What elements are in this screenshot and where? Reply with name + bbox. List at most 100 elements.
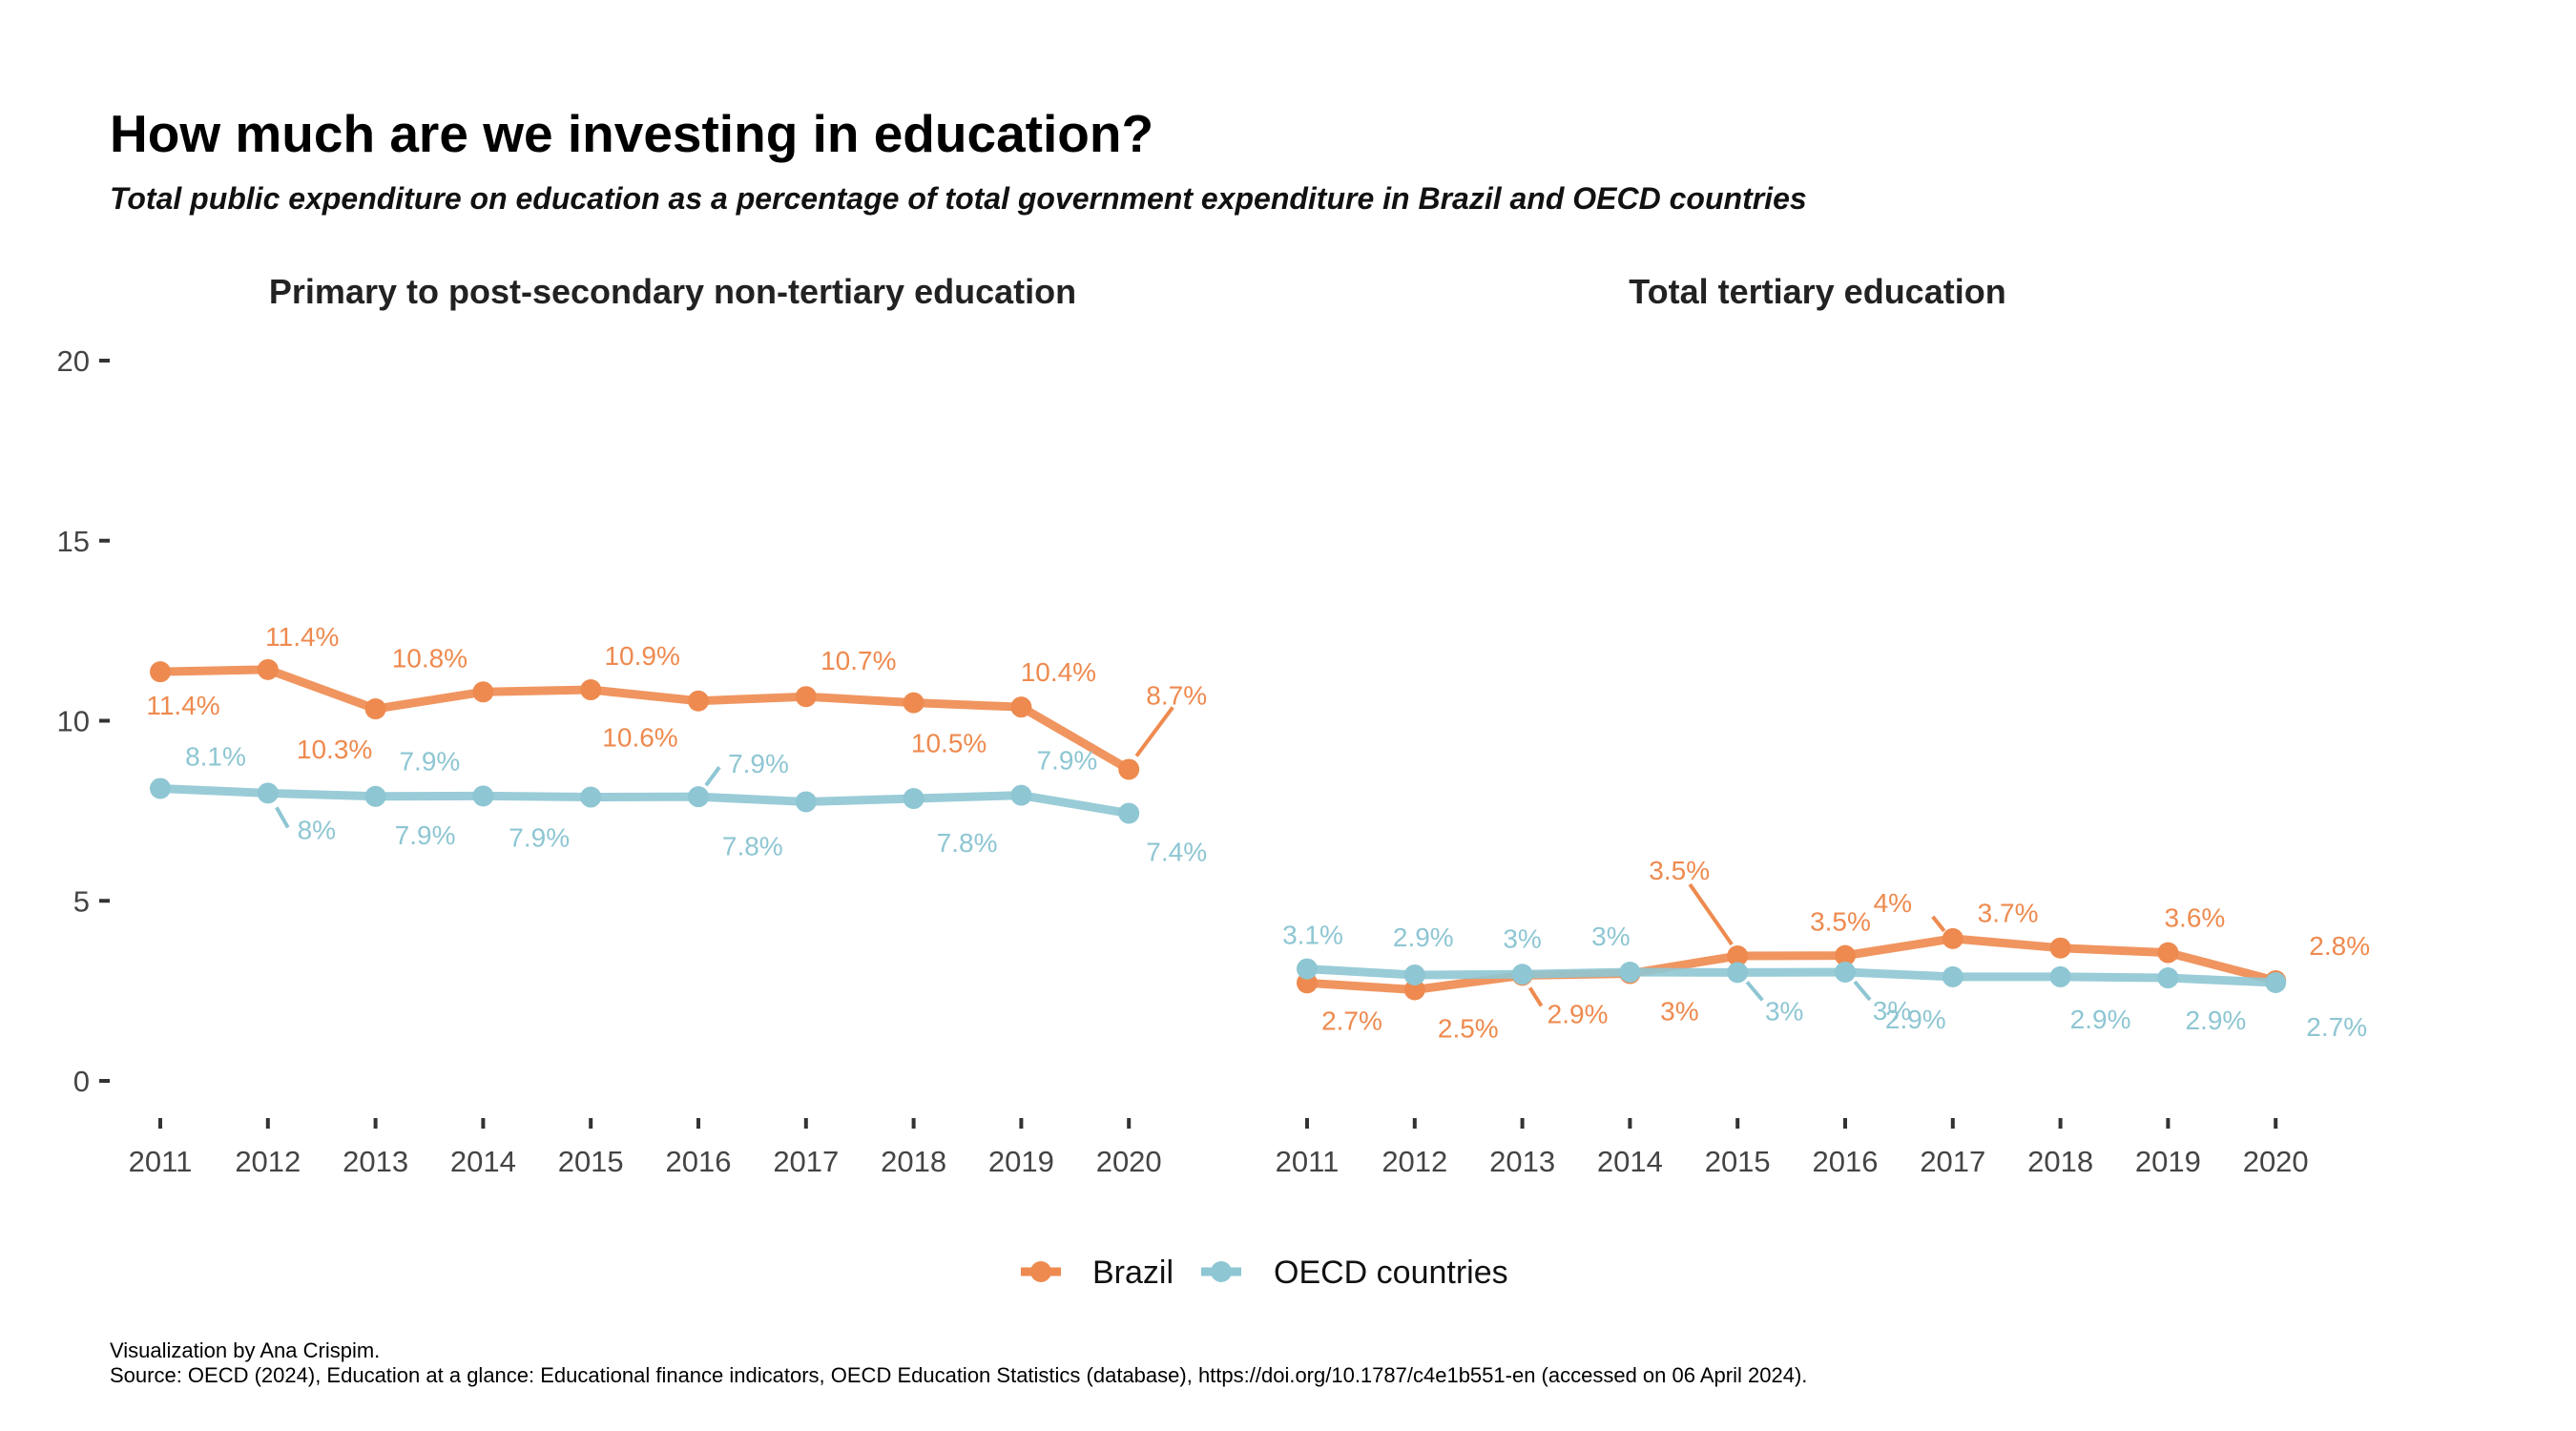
series-line-brazil — [1302, 934, 2280, 994]
data-label: 8% — [298, 815, 336, 844]
data-label: 3.5% — [1810, 907, 1871, 937]
x-tick-label: 2011 — [1276, 1145, 1340, 1178]
legend-label: Brazil — [1092, 1255, 1174, 1291]
data-point — [580, 786, 602, 808]
series-line-oecd-countries — [1302, 964, 2280, 987]
data-point — [688, 690, 709, 712]
label-leader — [1134, 706, 1174, 757]
data-point — [1942, 965, 1963, 987]
data-point — [1118, 758, 1140, 780]
data-point — [472, 785, 494, 807]
y-tick-label: 0 — [73, 1065, 90, 1098]
data-label: 10.7% — [821, 646, 896, 675]
caption-credit: Visualization by Ana Crispim. — [110, 1338, 381, 1362]
data-label: 2.7% — [2306, 1012, 2367, 1042]
data-point — [903, 788, 924, 810]
data-label: 3.5% — [1649, 856, 1710, 885]
x-tick-label: 2015 — [558, 1145, 624, 1178]
series-line-oecd-countries — [156, 783, 1133, 819]
data-label: 7.9% — [728, 749, 789, 778]
data-point — [1727, 962, 1749, 984]
data-label: 7.9% — [399, 746, 460, 776]
data-point — [2049, 965, 2071, 987]
data-point — [2157, 967, 2179, 989]
label-leader — [275, 806, 290, 829]
data-label: 7.9% — [395, 820, 456, 850]
data-point — [1403, 979, 1425, 1001]
data-point — [1010, 784, 1032, 806]
data-point — [1619, 961, 1641, 983]
chart-subtitle: Total public expenditure on education as… — [110, 181, 1807, 216]
x-tick-label: 2012 — [1381, 1145, 1447, 1178]
data-label: 3% — [1660, 997, 1698, 1027]
data-label: 7.8% — [937, 828, 998, 858]
label-leader — [1745, 981, 1764, 1002]
x-tick-label: 2013 — [1489, 1145, 1555, 1178]
y-tick-label: 15 — [57, 525, 90, 558]
data-label: 3.7% — [1978, 899, 2039, 928]
data-point — [257, 658, 279, 680]
data-point — [1835, 961, 1856, 983]
data-label: 7.8% — [722, 831, 783, 861]
data-point — [1511, 964, 1533, 985]
data-point — [688, 786, 709, 808]
panel-title: Total tertiary education — [1629, 272, 2005, 311]
x-tick-label: 2015 — [1705, 1145, 1771, 1178]
panel-tertiary: Total tertiary education 2011 2012 2013 2014… — [1276, 272, 2370, 1178]
label-leader — [1931, 915, 1946, 933]
data-point — [1403, 964, 1425, 986]
label-leader — [1853, 980, 1872, 1002]
panel-primary: Primary to post-secondary non-tertiary e… — [57, 272, 1208, 1178]
data-label: 10.6% — [602, 723, 677, 753]
data-label: 10.4% — [1021, 657, 1096, 687]
x-tick-label: 2016 — [666, 1145, 732, 1178]
data-label: 7.9% — [1036, 746, 1097, 776]
data-label: 2.9% — [1548, 999, 1609, 1028]
data-label: 10.5% — [911, 729, 987, 758]
data-label: 2.7% — [1321, 1006, 1382, 1035]
data-point — [2265, 971, 2287, 993]
data-label: 8.7% — [1146, 680, 1207, 710]
data-point — [1942, 927, 1963, 949]
data-label: 3% — [1591, 922, 1630, 951]
x-tick-label: 2014 — [1597, 1145, 1663, 1178]
x-tick-label: 2020 — [2243, 1145, 2309, 1178]
data-label: 2.8% — [2309, 931, 2370, 961]
data-label: 4% — [1874, 888, 1912, 918]
legend-label: OECD countries — [1274, 1255, 1508, 1291]
data-point — [1010, 696, 1032, 718]
data-point — [903, 692, 924, 714]
x-tick-label: 2017 — [1920, 1145, 1985, 1178]
x-tick-label: 2019 — [988, 1145, 1054, 1178]
data-label: 8.1% — [185, 741, 246, 771]
x-tick-label: 2017 — [773, 1145, 839, 1178]
x-tick-label: 2013 — [343, 1145, 408, 1178]
series-line-brazil — [156, 665, 1133, 774]
data-label: 2.9% — [2185, 1006, 2246, 1035]
label-leader — [1688, 882, 1734, 946]
legend-key-point — [1211, 1261, 1232, 1282]
x-tick-label: 2014 — [450, 1145, 516, 1178]
data-label: 2.9% — [1885, 1005, 1946, 1034]
data-point — [472, 681, 494, 703]
x-tick-label: 2018 — [2027, 1145, 2093, 1178]
label-leader — [1527, 986, 1544, 1007]
data-point — [150, 661, 171, 683]
data-point — [150, 778, 171, 799]
caption: Visualization by Ana Crispim. Source: OE… — [110, 1338, 1807, 1388]
x-tick-label: 2012 — [235, 1145, 301, 1178]
x-tick-label: 2020 — [1096, 1145, 1162, 1178]
data-point — [1297, 958, 1318, 980]
x-tick-label: 2011 — [129, 1145, 193, 1178]
panel-title: Primary to post-secondary non-tertiary e… — [269, 272, 1076, 311]
x-tick-label: 2019 — [2135, 1145, 2201, 1178]
y-tick-label: 5 — [73, 884, 90, 918]
chart-title: How much are we investing in education? — [110, 104, 1154, 163]
caption-source: Source: OECD (2024), Education at a glan… — [110, 1363, 1808, 1387]
y-tick-label: 20 — [57, 344, 90, 378]
data-point — [364, 785, 386, 807]
legend-key-point — [1030, 1261, 1051, 1282]
x-tick-label: 2016 — [1813, 1145, 1879, 1178]
data-label: 10.9% — [604, 641, 679, 671]
label-leader — [704, 765, 721, 787]
